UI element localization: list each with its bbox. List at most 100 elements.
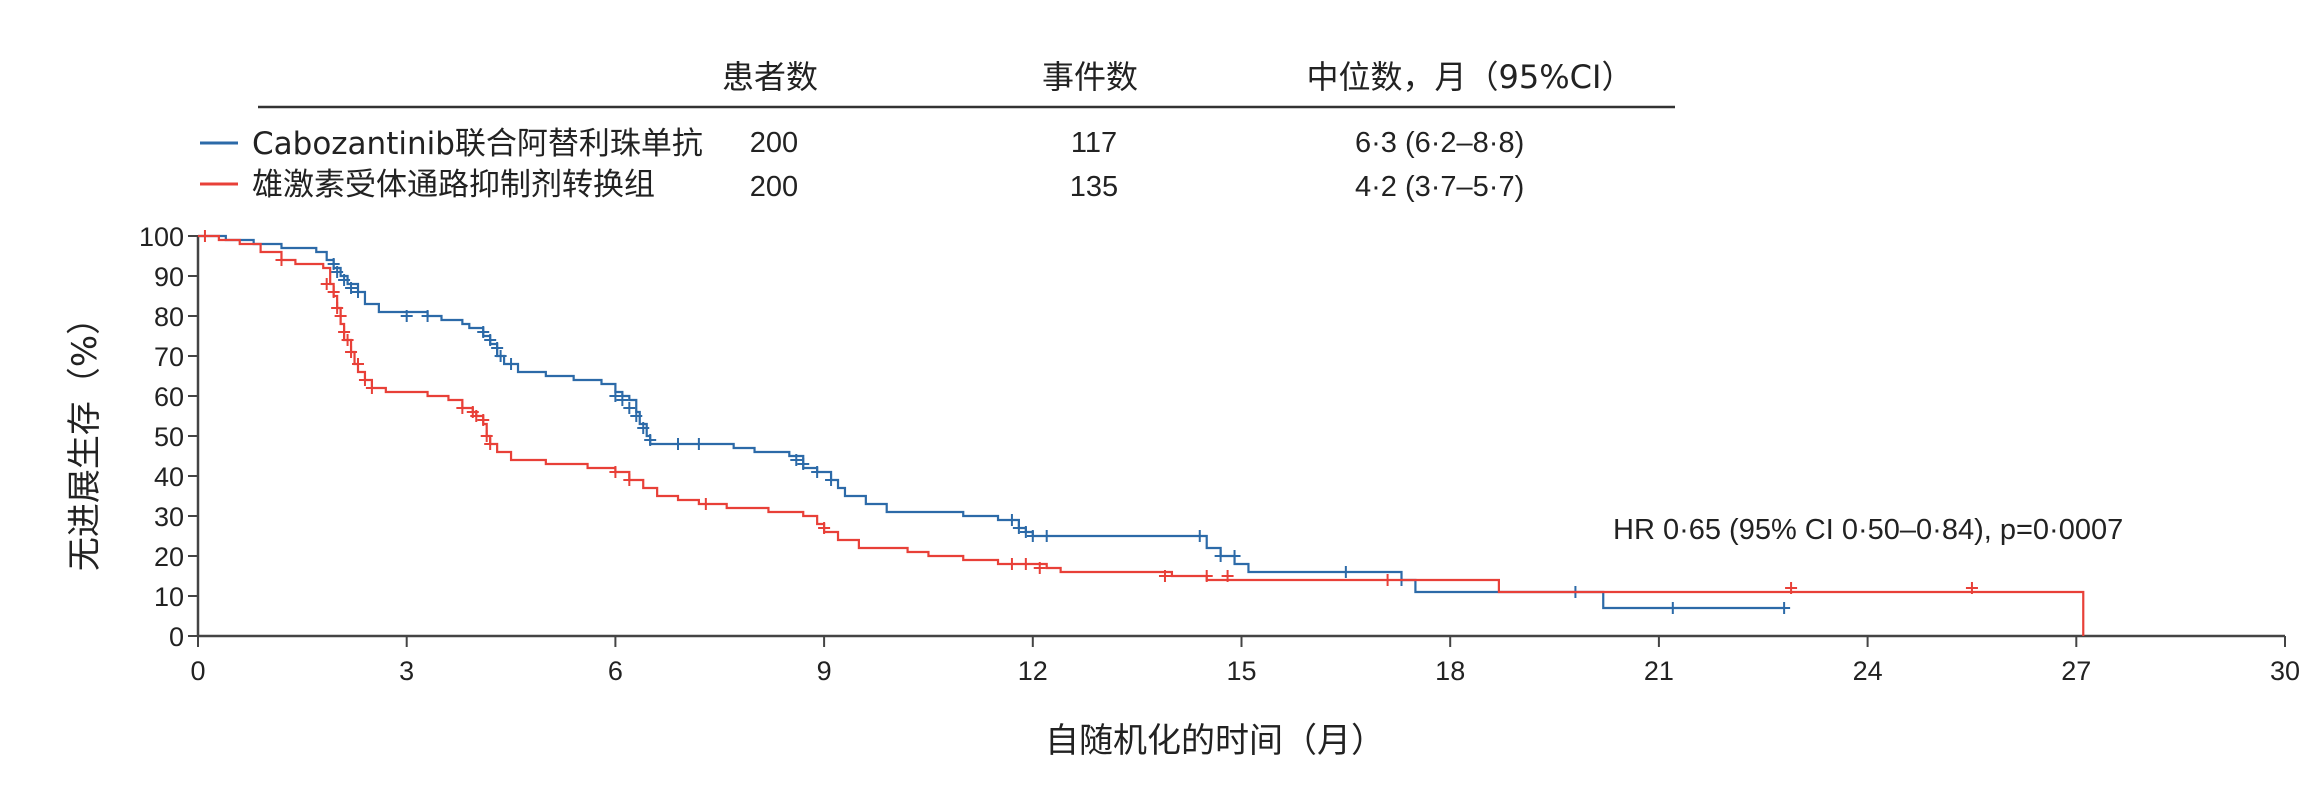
censor-mark-0-13 (616, 394, 629, 406)
censor-mark-1-20 (699, 498, 712, 510)
censor-mark-1-3 (327, 286, 340, 298)
censor-mark-1-22 (1005, 558, 1018, 570)
censor-mark-1-25 (1158, 570, 1171, 582)
censor-mark-1-2 (320, 278, 333, 290)
header-patients: 患者数 (722, 58, 818, 96)
x-tick-label-9: 27 (2061, 656, 2091, 686)
y-axis-title: 无进展生存（%） (65, 301, 105, 571)
x-ticks: 0 3 6 9 12 15 18 21 24 27 30 (190, 636, 2300, 686)
y-tick-label-6: 60 (154, 382, 184, 412)
censor-mark-1-16 (480, 430, 493, 442)
censor-mark-0-17 (644, 434, 657, 446)
censor-mark-0-9 (491, 342, 504, 354)
x-tick-label-5: 15 (1226, 656, 1256, 686)
censor-mark-0-30 (1214, 550, 1227, 562)
censor-mark-0-23 (825, 474, 838, 486)
x-tick-label-6: 18 (1435, 656, 1465, 686)
censor-mark-1-29 (1785, 582, 1798, 594)
header-median: 中位数，月（95%CI） (1307, 58, 1634, 96)
censor-mark-0-24 (1005, 514, 1018, 526)
censor-mark-0-36 (1778, 602, 1791, 614)
row2-patients: 200 (750, 171, 798, 203)
censor-mark-1-28 (1381, 574, 1394, 586)
censor-mark-1-4 (331, 302, 344, 314)
y-tick-label-9: 90 (154, 262, 184, 292)
censor-mark-0-32 (1339, 566, 1352, 578)
censor-mark-0-8 (484, 334, 497, 346)
y-tick-label-0: 0 (169, 622, 184, 652)
y-tick-label-3: 30 (154, 502, 184, 532)
y-tick-label-2: 20 (154, 542, 184, 572)
x-tick-label-2: 6 (608, 656, 623, 686)
censor-mark-0-19 (692, 438, 705, 450)
censor-mark-1-19 (623, 474, 636, 486)
censor-mark-0-28 (1040, 530, 1053, 542)
censor-mark-0-11 (505, 358, 518, 370)
legend-table: 患者数 事件数 中位数，月（95%CI） Cabozantinib联合阿替利珠单… (200, 58, 1675, 203)
censor-mark-1-24 (1033, 562, 1046, 574)
censor-mark-0-15 (630, 410, 643, 422)
row2-median: 4·2 (3·7–5·7) (1355, 171, 1524, 203)
censor-mark-1-21 (818, 522, 831, 534)
censor-mark-1-30 (1965, 582, 1978, 594)
censor-mark-1-26 (1200, 570, 1213, 582)
censor-mark-1-27 (1221, 570, 1234, 582)
censor-mark-0-35 (1666, 602, 1679, 614)
censor-mark-0-4 (352, 286, 365, 298)
censor-mark-0-22 (811, 466, 824, 478)
y-tick-label-10: 100 (139, 222, 184, 252)
y-tick-label-5: 50 (154, 422, 184, 452)
censor-mark-1-0 (198, 230, 211, 242)
censor-mark-0-25 (1012, 522, 1025, 534)
censor-mark-1-6 (338, 326, 351, 338)
y-tick-label-4: 40 (154, 462, 184, 492)
censor-mark-1-17 (484, 438, 497, 450)
censor-mark-1-11 (365, 382, 378, 394)
header-events: 事件数 (1042, 58, 1138, 96)
censor-mark-0-3 (345, 282, 358, 294)
row1-events: 117 (1071, 127, 1117, 159)
censor-mark-0-2 (338, 274, 351, 286)
censor-mark-0-14 (623, 402, 636, 414)
y-tick-label-7: 70 (154, 342, 184, 372)
censor-mark-1-9 (352, 358, 365, 370)
censor-mark-1-15 (477, 414, 490, 426)
censor-mark-0-21 (797, 458, 810, 470)
y-tick-label-8: 80 (154, 302, 184, 332)
censor-mark-0-12 (609, 390, 622, 402)
x-tick-label-10: 30 (2270, 656, 2300, 686)
hazard-ratio-annotation: HR 0·65 (95% CI 0·50–0·84), p=0·0007 (1613, 514, 2123, 546)
row2-events: 135 (1070, 171, 1118, 203)
x-tick-label-4: 12 (1018, 656, 1048, 686)
censor-mark-0-6 (421, 310, 434, 322)
y-tick-label-1: 10 (154, 582, 184, 612)
x-tick-label-1: 3 (399, 656, 414, 686)
censor-mark-1-8 (345, 346, 358, 358)
censor-mark-0-29 (1193, 530, 1206, 542)
x-tick-label-0: 0 (190, 656, 205, 686)
row1-patients: 200 (750, 127, 798, 159)
censor-mark-0-31 (1228, 550, 1241, 562)
x-axis-title: 自随机化的时间（月） (1045, 721, 1385, 761)
legend-label-blue: Cabozantinib联合阿替利珠单抗 (252, 126, 703, 162)
censor-mark-0-10 (494, 350, 507, 362)
censor-mark-1-7 (341, 334, 354, 346)
censor-mark-0-16 (637, 422, 650, 434)
censor-mark-0-18 (672, 438, 685, 450)
censor-mark-1-10 (358, 374, 371, 386)
row1-median: 6·3 (6·2–8·8) (1355, 127, 1524, 159)
censor-mark-1-12 (456, 402, 469, 414)
x-tick-label-7: 21 (1644, 656, 1674, 686)
censor-mark-0-26 (1019, 526, 1032, 538)
censor-mark-1-1 (275, 254, 288, 266)
censor-mark-0-27 (1026, 530, 1039, 542)
series-line-0 (198, 234, 1785, 610)
y-ticks: 0 10 20 30 40 50 60 70 80 90 100 (139, 222, 198, 652)
censor-mark-0-1 (331, 266, 344, 278)
censor-mark-0-0 (327, 258, 340, 270)
x-tick-label-8: 24 (1853, 656, 1883, 686)
legend-label-red: 雄激素受体通路抑制剂转换组 (252, 167, 655, 203)
censor-mark-1-23 (1019, 558, 1032, 570)
axes (196, 236, 2285, 638)
